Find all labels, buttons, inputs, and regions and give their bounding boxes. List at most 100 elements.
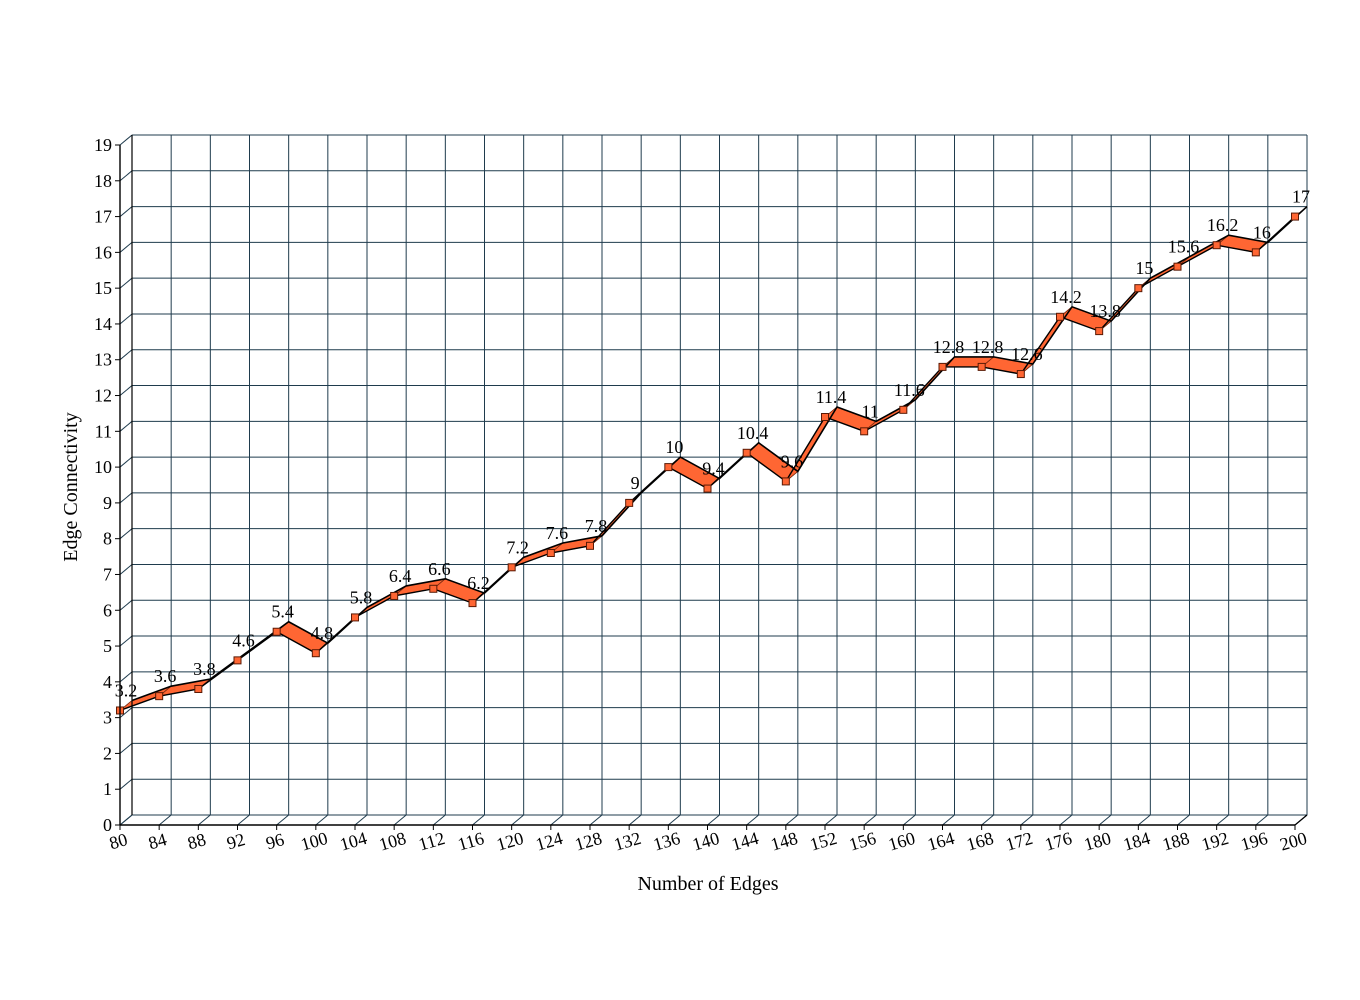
grid-line-depth bbox=[119, 456, 133, 468]
data-label: 6.2 bbox=[467, 573, 490, 593]
data-label: 12.8 bbox=[933, 337, 965, 357]
grid-lines bbox=[119, 134, 1308, 826]
floor-depth-line bbox=[198, 814, 211, 826]
y-tick-label: 1 bbox=[103, 779, 112, 799]
floor-depth-line bbox=[1216, 814, 1229, 826]
floor-depth-line bbox=[903, 814, 916, 826]
data-labels: 3.2 3.6 3.8 4.6 5.4 4.8 5.8 6.4 6.6 6.2 7.2 7.6 7.8 9… bbox=[115, 187, 1310, 701]
data-point bbox=[625, 498, 634, 507]
floor-depth-line bbox=[276, 814, 289, 826]
grid-line-depth bbox=[119, 313, 133, 325]
data-label: 13.8 bbox=[1089, 301, 1121, 321]
grid-line-depth bbox=[119, 635, 133, 647]
data-point bbox=[507, 563, 516, 572]
x-tick-label: 200 bbox=[1278, 828, 1309, 855]
x-tick-label: 144 bbox=[729, 828, 760, 855]
data-point bbox=[468, 599, 477, 608]
data-point bbox=[1134, 284, 1143, 293]
data-point bbox=[703, 484, 712, 493]
x-tick-label: 116 bbox=[455, 828, 486, 854]
floor-depth-line bbox=[1098, 814, 1112, 826]
data-label: 6.6 bbox=[428, 559, 451, 579]
x-tick-label: 84 bbox=[146, 829, 169, 853]
data-label: 12.8 bbox=[972, 337, 1004, 357]
y-tick-label: 6 bbox=[103, 600, 112, 620]
data-label: 17 bbox=[1292, 187, 1310, 207]
data-label: 12.6 bbox=[1011, 344, 1043, 364]
x-tick-label: 188 bbox=[1160, 828, 1191, 855]
data-label: 3.6 bbox=[154, 666, 177, 686]
data-label: 3.8 bbox=[193, 659, 216, 679]
y-tick-label: 11 bbox=[95, 421, 112, 441]
floor-depth-line bbox=[785, 814, 799, 826]
x-tick-label: 124 bbox=[533, 828, 564, 855]
data-point bbox=[1291, 212, 1299, 221]
floor-depth-line bbox=[550, 814, 564, 826]
floor-depth-line bbox=[472, 814, 485, 826]
floor-depth-line bbox=[1255, 814, 1269, 826]
data-label: 5.4 bbox=[271, 602, 294, 622]
y-tick-label: 18 bbox=[94, 171, 112, 191]
grid-line-depth bbox=[119, 528, 133, 540]
floor-depth-line bbox=[158, 814, 172, 826]
data-point bbox=[899, 405, 908, 414]
x-tick-label: 100 bbox=[298, 828, 329, 855]
floor-depth-line bbox=[119, 814, 133, 826]
floor-depth-line bbox=[315, 814, 329, 826]
data-label: 9.4 bbox=[702, 459, 725, 479]
floor-depth-line bbox=[981, 814, 994, 826]
grid-line-depth bbox=[119, 564, 133, 575]
data-point bbox=[781, 477, 790, 486]
floor-depth-line bbox=[668, 814, 681, 826]
grid-line-depth bbox=[119, 349, 133, 361]
data-point bbox=[272, 627, 281, 636]
x-tick-label: 96 bbox=[264, 829, 287, 853]
floor-depth-line bbox=[942, 814, 955, 826]
x-tick-label: 140 bbox=[690, 828, 721, 855]
x-tick-label: 152 bbox=[808, 828, 839, 855]
data-label: 11 bbox=[861, 401, 878, 421]
data-point bbox=[1173, 262, 1182, 271]
x-tick-label: 180 bbox=[1082, 828, 1113, 855]
y-tick-label: 9 bbox=[103, 493, 112, 513]
data-point bbox=[860, 427, 869, 436]
floor-depth-line bbox=[1177, 814, 1190, 826]
y-tick-label: 17 bbox=[94, 207, 112, 227]
y-tick-label: 10 bbox=[94, 457, 112, 477]
y-tick-label: 15 bbox=[94, 278, 112, 298]
x-tick-label: 136 bbox=[651, 828, 682, 855]
floor-depth-line bbox=[589, 814, 603, 826]
floor-depth-line bbox=[237, 814, 250, 826]
grid-line-depth bbox=[119, 170, 133, 182]
x-tick-label: 192 bbox=[1199, 828, 1230, 855]
x-tick-label: 120 bbox=[494, 828, 525, 855]
data-point bbox=[1212, 241, 1221, 250]
data-label: 14.2 bbox=[1050, 287, 1082, 307]
y-tick-label: 13 bbox=[94, 350, 112, 370]
grid-line-depth bbox=[119, 134, 133, 146]
x-tick-label: 92 bbox=[224, 829, 247, 853]
floor-depth-line bbox=[746, 814, 759, 826]
x-tick-label: 88 bbox=[185, 829, 208, 853]
data-point bbox=[390, 591, 399, 600]
data-label: 7.8 bbox=[585, 516, 608, 536]
y-tick-label: 16 bbox=[94, 242, 112, 262]
series-back-edge bbox=[131, 205, 1308, 702]
data-label: 10 bbox=[665, 437, 683, 457]
data-point bbox=[821, 413, 829, 421]
data-label: 4.8 bbox=[311, 623, 334, 643]
x-tick-label: 104 bbox=[338, 828, 369, 855]
grid-line-depth bbox=[119, 743, 133, 754]
floor-depth-line bbox=[433, 814, 446, 826]
data-point bbox=[586, 541, 594, 550]
x-tick-label: 168 bbox=[964, 828, 995, 855]
y-tick-label: 3 bbox=[103, 708, 112, 728]
y-tick-label: 0 bbox=[103, 815, 112, 835]
floor-depth-line bbox=[863, 814, 877, 826]
data-label: 10.4 bbox=[737, 423, 769, 443]
x-tick-label: 80 bbox=[107, 829, 130, 853]
data-label: 11.6 bbox=[894, 380, 925, 400]
x-tick-label: 156 bbox=[847, 828, 878, 855]
